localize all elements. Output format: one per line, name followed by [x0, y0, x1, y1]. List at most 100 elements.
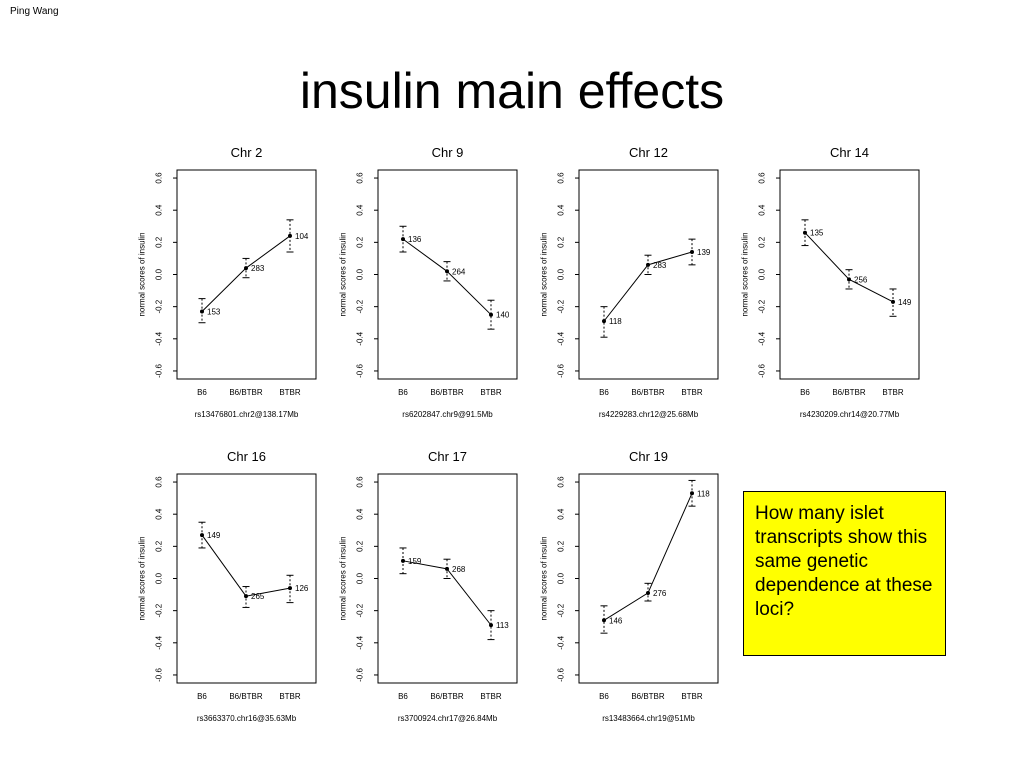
mean-line [201, 235, 291, 312]
y-tick-label: 0.0 [155, 572, 164, 584]
y-tick-label: -0.6 [155, 668, 164, 682]
x-tick-label: B6 [197, 388, 207, 397]
y-axis-label: normal scores of insulin [540, 232, 549, 316]
y-tick-label: -0.4 [155, 635, 164, 649]
mean-line [603, 251, 693, 322]
count-label: 264 [452, 267, 466, 276]
y-tick-label: 0.2 [758, 236, 767, 248]
count-label: 135 [810, 229, 824, 238]
count-label: 153 [207, 307, 221, 316]
chart-chr12: Chr 12 -0.6 -0.4 -0.2 0.0 0.2 0.4 0.6 normal sco… [540, 145, 719, 419]
chart-chr14: Chr 14 -0.6 -0.4 -0.2 0.0 0.2 0.4 0.6 normal sco… [741, 145, 920, 419]
y-tick-label: 0.2 [557, 540, 566, 552]
mean-point [401, 558, 405, 563]
y-tick-label: 0.6 [557, 476, 566, 488]
y-tick-label: -0.4 [557, 331, 566, 345]
x-axis-label: rs3700924.chr17@26.84Mb [398, 714, 498, 723]
mean-point [244, 266, 248, 271]
chart-title: Chr 9 [432, 145, 464, 160]
x-tick-label: BTBR [480, 692, 502, 701]
x-axis-label: rs6202847.chr9@91.5Mb [402, 410, 493, 419]
chart-panel-chr2: Chr 2 -0.6 -0.4 -0.2 0.0 0.2 0.4 0.6 normal scor… [135, 142, 335, 432]
y-tick-label: -0.4 [557, 635, 566, 649]
y-tick-label: 0.2 [557, 236, 566, 248]
chart-panel-chr16: Chr 16 -0.6 -0.4 -0.2 0.0 0.2 0.4 0.6 normal sco… [135, 446, 335, 736]
mean-point [244, 594, 248, 599]
x-tick-label: B6/BTBR [832, 388, 866, 397]
mean-point [803, 230, 807, 235]
mean-point [602, 319, 606, 324]
y-tick-label: 0.0 [557, 268, 566, 280]
slide-title: insulin main effects [299, 63, 725, 119]
count-label: 265 [251, 592, 265, 601]
count-label: 113 [496, 621, 509, 630]
x-axis-label: rs4230209.chr14@20.77Mb [800, 410, 900, 419]
y-tick-label: -0.4 [758, 331, 767, 345]
y-tick-label: 0.6 [356, 476, 365, 488]
question-callout: How many islet transcripts show this sam… [743, 491, 946, 656]
chart-title: Chr 17 [428, 449, 467, 464]
y-tick-label: -0.6 [356, 364, 365, 378]
mean-point [847, 277, 851, 282]
y-tick-label: -0.2 [758, 299, 767, 313]
mean-point [288, 233, 292, 238]
mean-point [646, 590, 650, 595]
count-label: 276 [653, 589, 667, 598]
x-tick-label: BTBR [279, 388, 301, 397]
chart-panel-chr9: Chr 9 -0.6 -0.4 -0.2 0.0 0.2 0.4 0.6 normal scor… [336, 142, 536, 432]
count-label: 283 [251, 264, 265, 273]
chart-panel-chr12: Chr 12 -0.6 -0.4 -0.2 0.0 0.2 0.4 0.6 normal sco… [537, 142, 737, 432]
y-tick-label: 0.6 [155, 476, 164, 488]
y-tick-label: 0.0 [155, 268, 164, 280]
y-tick-label: 0.6 [155, 172, 164, 184]
x-tick-label: B6 [197, 692, 207, 701]
chart-chr9: Chr 9 -0.6 -0.4 -0.2 0.0 0.2 0.4 0.6 normal scor… [339, 145, 518, 419]
y-tick-label: -0.6 [356, 668, 365, 682]
y-tick-label: 0.2 [155, 540, 164, 552]
chart-title: Chr 19 [629, 449, 668, 464]
y-tick-label: 0.4 [356, 508, 365, 520]
y-tick-label: -0.6 [758, 364, 767, 378]
chart-title: Chr 14 [830, 145, 869, 160]
mean-point [200, 309, 204, 314]
x-tick-label: BTBR [882, 388, 904, 397]
chart-panel-chr14: Chr 14 -0.6 -0.4 -0.2 0.0 0.2 0.4 0.6 normal sco… [738, 142, 938, 432]
mean-line [402, 238, 492, 316]
x-tick-label: B6/BTBR [229, 692, 263, 701]
chart-panel-chr17: Chr 17 -0.6 -0.4 -0.2 0.0 0.2 0.4 0.6 normal sco… [336, 446, 536, 736]
chart-title: Chr 16 [227, 449, 266, 464]
y-tick-label: -0.2 [557, 603, 566, 617]
x-axis-label: rs13483664.chr19@51Mb [602, 714, 695, 723]
count-label: 118 [609, 317, 622, 326]
y-tick-label: 0.4 [155, 508, 164, 520]
x-tick-label: B6/BTBR [631, 692, 665, 701]
count-label: 149 [207, 531, 221, 540]
y-tick-label: 0.2 [155, 236, 164, 248]
y-axis-label: normal scores of insulin [138, 536, 147, 620]
count-label: 149 [898, 298, 912, 307]
plot-frame [176, 473, 317, 684]
x-tick-label: B6 [599, 692, 609, 701]
mean-point [690, 249, 694, 254]
mean-point [445, 566, 449, 571]
count-label: 139 [697, 248, 711, 257]
y-tick-label: 0.4 [557, 204, 566, 216]
mean-point [489, 312, 493, 317]
x-tick-label: B6/BTBR [430, 388, 464, 397]
mean-point [891, 299, 895, 304]
y-tick-label: -0.2 [557, 299, 566, 313]
count-label: 140 [496, 311, 510, 320]
y-tick-label: 0.4 [155, 204, 164, 216]
mean-point [401, 237, 405, 242]
y-tick-label: 0.6 [557, 172, 566, 184]
y-axis-label: normal scores of insulin [339, 232, 348, 316]
chart-chr17: Chr 17 -0.6 -0.4 -0.2 0.0 0.2 0.4 0.6 normal sco… [339, 449, 518, 723]
y-tick-label: -0.6 [557, 668, 566, 682]
count-label: 256 [854, 275, 868, 284]
y-axis-label: normal scores of insulin [339, 536, 348, 620]
x-axis-label: rs4229283.chr12@25.68Mb [599, 410, 699, 419]
chart-chr2: Chr 2 -0.6 -0.4 -0.2 0.0 0.2 0.4 0.6 normal scor… [138, 145, 317, 419]
y-tick-label: 0.6 [356, 172, 365, 184]
count-label: 104 [295, 232, 309, 241]
x-tick-label: B6 [800, 388, 810, 397]
